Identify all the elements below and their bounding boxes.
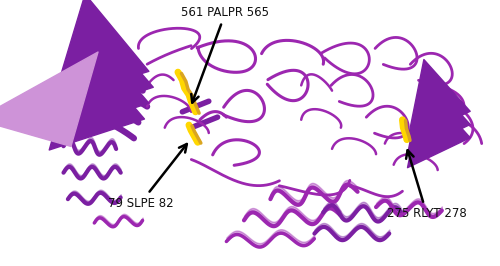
Text: 79 SLPE 82: 79 SLPE 82 (108, 144, 187, 210)
Text: 275 RLYT 278: 275 RLYT 278 (387, 150, 466, 220)
Text: 561 PALPR 565: 561 PALPR 565 (182, 6, 270, 103)
